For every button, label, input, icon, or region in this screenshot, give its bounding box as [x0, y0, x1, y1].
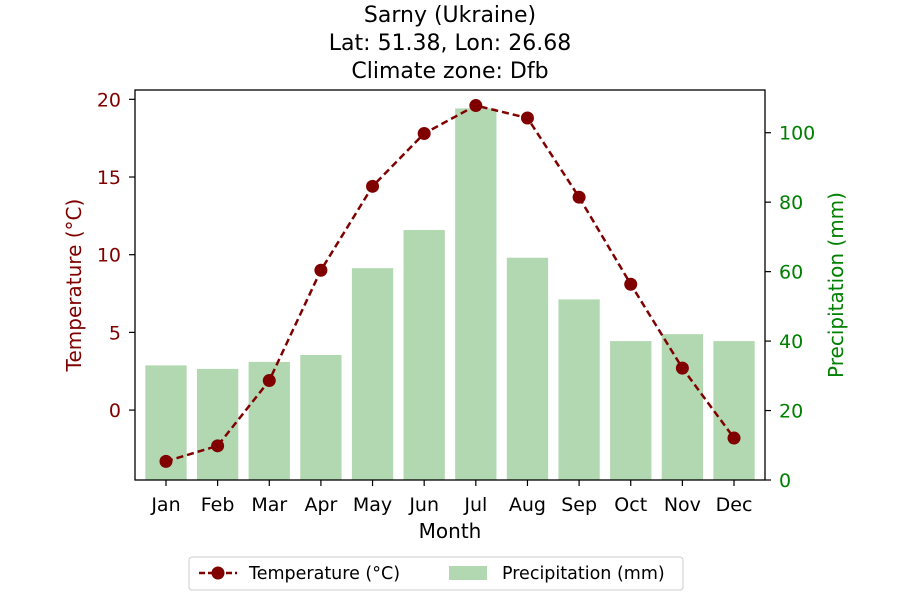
temperature-tick-label: 20: [97, 89, 121, 111]
title-line-3: Climate zone: Dfb: [351, 59, 548, 84]
legend-box: [188, 556, 684, 591]
temperature-tick-label: 15: [97, 167, 121, 189]
month-tick-label: Mar: [251, 494, 287, 516]
temperature-point: [727, 431, 741, 445]
temperature-tick-label: 0: [109, 400, 121, 422]
temperature-point: [366, 179, 380, 193]
precipitation-bar: [506, 257, 549, 480]
temperature-axis-label: Temperature (°C): [62, 199, 86, 373]
month-tick-label: Oct: [614, 494, 647, 516]
precipitation-bar: [196, 368, 239, 480]
month-tick-label: Sep: [561, 494, 597, 516]
precipitation-axis-label: Precipitation (mm): [824, 192, 848, 378]
temperature-point: [314, 263, 328, 277]
precipitation-axis: 0 20 40 60 80 100: [765, 123, 815, 492]
chart-title: Sarny (Ukraine) Lat: 51.38, Lon: 26.68 C…: [329, 3, 571, 84]
precipitation-bars: [145, 108, 755, 480]
title-line-1: Sarny (Ukraine): [364, 3, 536, 28]
temperature-point: [262, 374, 276, 388]
legend-temperature-marker: [211, 566, 225, 580]
month-tick-label: Feb: [201, 494, 235, 516]
month-tick-label: Nov: [664, 494, 701, 516]
temperature-point: [572, 190, 586, 204]
temperature-point: [624, 277, 638, 291]
title-line-2: Lat: 51.38, Lon: 26.68: [329, 31, 571, 56]
month-tick-label: Jan: [150, 494, 180, 516]
precipitation-bar: [661, 334, 704, 480]
temperature-point: [211, 439, 225, 453]
precipitation-bar: [300, 354, 342, 480]
month-tick-label: Aug: [509, 494, 546, 516]
precipitation-bar: [403, 229, 445, 480]
plot-frame: [134, 89, 766, 481]
temperature-point: [520, 111, 534, 125]
x-axis-label: Month: [419, 519, 482, 543]
temperature-point: [159, 454, 173, 468]
month-axis: Jan Feb Mar Apr May Jun Jul Aug Sep Oct Nov Dec: [150, 480, 752, 516]
month-tick-label: Dec: [716, 494, 753, 516]
month-tick-label: Jul: [463, 494, 487, 516]
precipitation-tick-label: 60: [779, 262, 803, 284]
legend-temperature-label: Temperature (°C): [248, 564, 400, 584]
month-tick-label: Apr: [304, 494, 337, 516]
legend: Temperature (°C) Precipitation (mm): [188, 556, 684, 591]
temperature-point: [675, 361, 689, 375]
precipitation-bar: [610, 341, 652, 480]
precipitation-tick-label: 40: [779, 331, 803, 353]
temperature-series: [159, 99, 741, 468]
precipitation-tick-label: 0: [779, 470, 791, 492]
temperature-tick-label: 5: [109, 322, 121, 344]
precipitation-bar: [351, 268, 394, 480]
month-tick-label: Jun: [408, 494, 439, 516]
temperature-tick-label: 10: [97, 245, 121, 267]
temperature-axis: 0 5 10 15 20: [97, 89, 135, 422]
precipitation-bar: [713, 341, 755, 480]
precipitation-tick-label: 100: [779, 123, 815, 145]
precipitation-tick-label: 20: [779, 401, 803, 423]
precipitation-bar: [455, 108, 497, 480]
temperature-point: [469, 99, 483, 113]
precipitation-bar: [558, 299, 600, 480]
temperature-point: [417, 127, 431, 141]
legend-precipitation-swatch: [449, 566, 487, 580]
month-tick-label: May: [353, 494, 392, 516]
legend-precipitation-label: Precipitation (mm): [502, 564, 665, 584]
precipitation-tick-label: 80: [779, 192, 803, 214]
temperature-line: [165, 104, 736, 463]
